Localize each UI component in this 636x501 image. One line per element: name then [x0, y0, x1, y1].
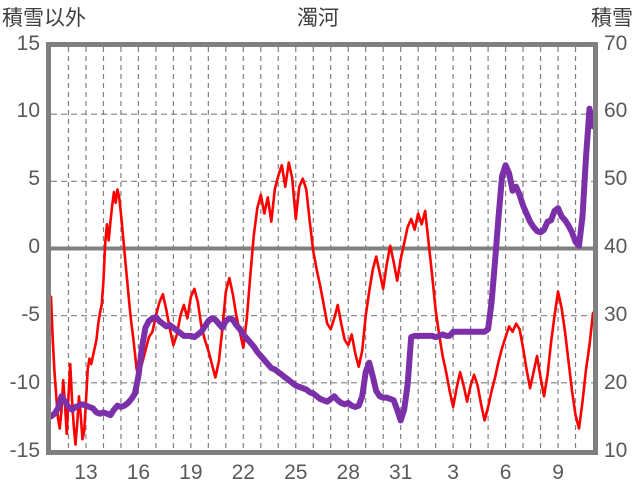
y-right-tick-20: 20 [604, 371, 628, 394]
y-right-tick-60: 60 [604, 99, 628, 122]
gridlines [51, 47, 593, 450]
y-right-tick-30: 30 [604, 303, 628, 326]
y-left-tick--5: -5 [21, 303, 40, 326]
series-container [51, 105, 593, 446]
series-line-0 [51, 161, 593, 446]
y-right-tick-50: 50 [604, 167, 628, 190]
y-left-tick-10: 10 [16, 99, 40, 122]
y-right-tick-10: 10 [604, 439, 628, 462]
plot-area [46, 42, 598, 455]
x-tick-19: 19 [179, 461, 203, 484]
y-left-tick--15: -15 [9, 439, 40, 462]
x-tick-22: 22 [231, 461, 255, 484]
x-tick-16: 16 [126, 461, 151, 484]
y-left-tick-5: 5 [28, 167, 40, 190]
x-tick-6: 6 [499, 461, 512, 484]
x-tick-25: 25 [284, 461, 308, 484]
y-right-tick-70: 70 [604, 32, 628, 55]
chart-title: 濁河 [297, 7, 339, 30]
left-axis-title: 積雪以外 [2, 7, 86, 30]
y-left-tick-0: 0 [28, 235, 40, 258]
x-tick-9: 9 [552, 461, 564, 484]
x-tick-28: 28 [336, 461, 360, 484]
plot-inner [51, 47, 593, 450]
x-tick-31: 31 [388, 461, 413, 484]
right-axis-title: 積雪 [591, 7, 633, 30]
x-tick-3: 3 [447, 461, 459, 484]
y-left-tick--10: -10 [9, 371, 40, 394]
x-tick-13: 13 [74, 461, 98, 484]
y-left-tick-15: 15 [16, 32, 40, 55]
series-line-1 [51, 105, 593, 424]
y-right-tick-40: 40 [604, 235, 628, 258]
